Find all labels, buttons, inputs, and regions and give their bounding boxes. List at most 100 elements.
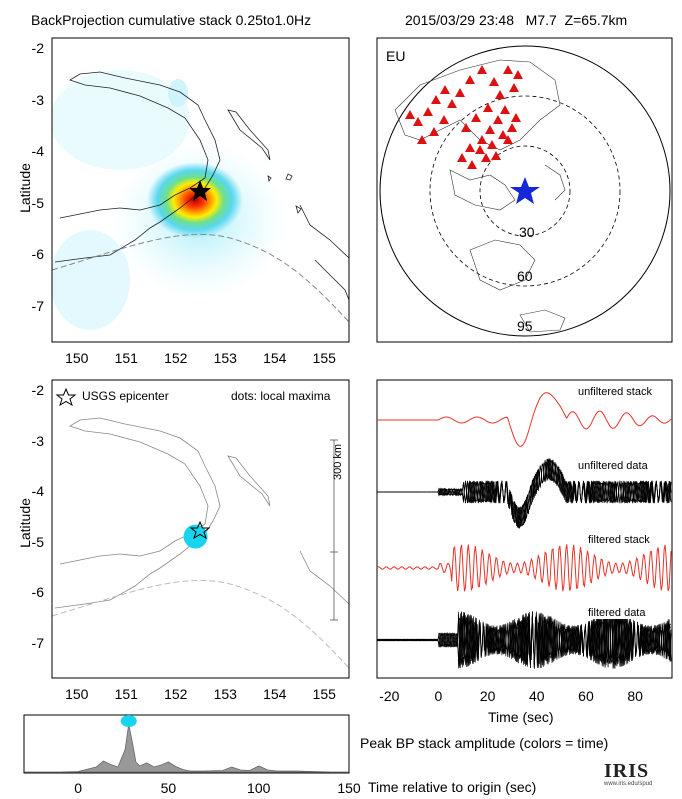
peak-amplitude-area (24, 724, 349, 773)
trace-label: unfiltered stack (578, 386, 652, 398)
station-marker (475, 145, 485, 154)
peak-caption: Peak BP stack amplitude (colors = time) (360, 735, 609, 751)
legend-epicenter: USGS epicenter (82, 389, 169, 403)
filtered-stack-trace (376, 544, 672, 592)
trace-label: filtered data (588, 607, 646, 619)
station-marker (461, 123, 471, 132)
station-marker (477, 135, 487, 144)
station-marker (500, 105, 510, 114)
y-tick-label: -4 (31, 483, 44, 500)
station-marker (423, 107, 433, 116)
x-tick-label: 152 (164, 686, 188, 702)
peak-x-tick: 0 (74, 780, 83, 796)
globe-label: EU (386, 48, 406, 64)
station-marker (483, 103, 493, 112)
chart-title: BackProjection cumulative stack 0.25to1.… (31, 12, 312, 28)
station-marker (503, 135, 513, 144)
legend-maxima: dots: local maxima (231, 389, 331, 403)
traces-xlabel: Time (sec) (488, 709, 554, 725)
y-tick-label: -2 (31, 40, 44, 57)
y-tick-label: -2 (31, 382, 44, 399)
station-marker (513, 70, 523, 79)
unfiltered-data-trace (377, 460, 672, 527)
station-marker (439, 115, 449, 124)
peak-marker (120, 715, 137, 727)
y-tick-label: -7 (31, 297, 44, 314)
peak-x-tick: 50 (160, 780, 177, 796)
y-tick-label: -3 (31, 432, 44, 449)
trace-x-tick: 20 (479, 688, 496, 704)
iris-logo: IRIS www.iris.edu/spud (604, 760, 674, 794)
trace-x-tick: -20 (379, 688, 400, 704)
station-marker (405, 110, 415, 119)
station-marker (507, 123, 517, 132)
station-marker (455, 88, 465, 97)
x-tick-label: 154 (263, 350, 287, 366)
trace-x-tick: 0 (434, 688, 443, 704)
station-marker (447, 99, 457, 108)
trace-x-tick: 60 (578, 688, 594, 704)
x-tick-label: 155 (312, 686, 336, 702)
x-tick-label: 153 (213, 350, 237, 366)
station-marker (481, 153, 491, 162)
y-tick-label: -4 (31, 143, 44, 160)
station-marker (495, 90, 505, 99)
ring-label-30: 30 (519, 224, 535, 240)
station-marker (485, 125, 495, 134)
filtered-data-trace (376, 611, 672, 669)
iris-logo-text: IRIS (604, 760, 650, 782)
x-tick-label: 153 (213, 686, 237, 702)
station-marker (413, 117, 423, 126)
station-marker (493, 115, 503, 124)
y-tick-label: -3 (31, 91, 44, 108)
y-tick-label: -5 (31, 533, 44, 550)
station-marker (467, 160, 477, 169)
x-tick-label: 154 (263, 686, 287, 702)
y-tick-label: -6 (31, 246, 44, 263)
station-marker (465, 75, 475, 84)
trace-label: filtered stack (588, 534, 650, 546)
station-marker (440, 85, 450, 94)
station-marker (487, 140, 497, 149)
station-marker (498, 130, 508, 139)
trace-label: unfiltered data (578, 460, 648, 472)
iris-logo-url: www.iris.edu/spud (604, 781, 653, 787)
x-tick-label: 155 (312, 350, 336, 366)
epicenter-star (189, 520, 211, 540)
ring-label-60: 60 (517, 268, 533, 284)
event-info: 2015/03/29 23:48 M7.7 Z=65.7km (405, 12, 628, 28)
trace-x-tick: 80 (627, 688, 643, 704)
station-marker (457, 153, 467, 162)
ring-label-95: 95 (517, 318, 533, 334)
station-marker (431, 95, 441, 104)
station-marker (477, 65, 487, 74)
x-tick-label: 150 (65, 686, 89, 702)
station-marker (491, 151, 501, 160)
x-tick-label: 152 (164, 350, 188, 366)
trace-x-tick: 40 (528, 688, 545, 704)
peak-x-tick: 150 (337, 780, 361, 796)
legend-star-icon (55, 387, 77, 407)
y-tick-label: -6 (31, 584, 44, 601)
station-marker (417, 135, 427, 144)
x-tick-label: 151 (114, 686, 138, 702)
x-tick-label: 151 (114, 350, 138, 366)
station-marker (511, 113, 521, 122)
station-marker (503, 65, 513, 74)
peak-xlabel: Time relative to origin (sec) (368, 779, 537, 795)
station-marker (509, 83, 519, 92)
y-tick-label: -5 (31, 194, 44, 211)
station-marker (429, 127, 439, 136)
station-marker (471, 113, 481, 122)
peak-x-tick: 100 (247, 780, 271, 796)
station-marker (489, 77, 499, 86)
station-marker (465, 143, 475, 152)
x-tick-label: 150 (65, 350, 89, 366)
unfiltered-stack-trace (377, 392, 672, 447)
y-tick-label: -7 (31, 634, 44, 651)
